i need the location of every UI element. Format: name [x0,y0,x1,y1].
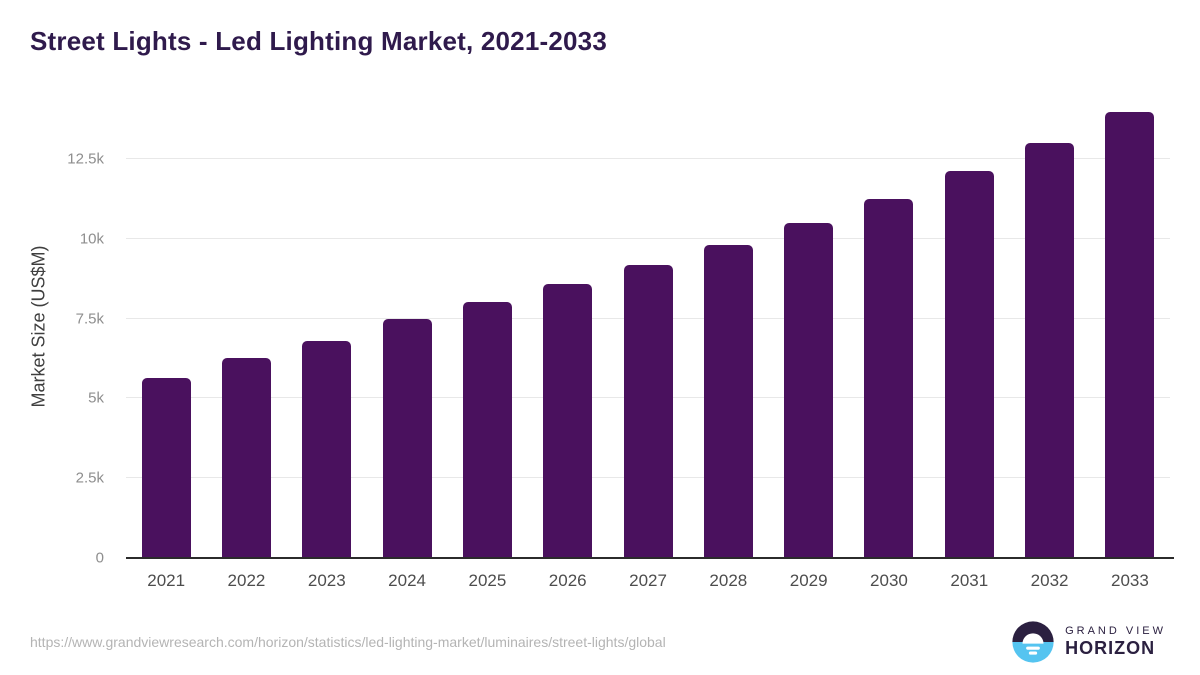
gridline-10k [126,237,1170,239]
gridline-12.5k [126,157,1170,159]
bar-2033[interactable] [1105,111,1155,558]
x-tick-2033: 2033 [1110,571,1149,590]
bar-slot-2030 [849,95,929,558]
bar-2031[interactable] [944,171,994,558]
x-tick-2023: 2023 [307,571,346,590]
x-tick-2024: 2024 [388,571,426,590]
bar-slot-2024 [367,95,447,558]
y-tick-7.5k: 7.5k [75,310,104,328]
bar-2032[interactable] [1025,142,1075,558]
footer: https://www.grandviewresearch.com/horizo… [30,616,1166,668]
y-tick-0: 0 [95,549,104,567]
x-tick-2026: 2026 [548,571,587,590]
bar-slot-2027 [608,95,688,558]
logo-mark-icon [1012,621,1054,663]
x-tick-2021: 2021 [147,571,186,590]
chart-title: Street Lights - Led Lighting Market, 202… [30,26,607,56]
bar-2022[interactable] [221,358,271,558]
logo-brand-line: GRAND VIEW [1065,624,1166,637]
logo-product-line: HORIZON [1065,637,1156,658]
bar-2025[interactable] [462,301,512,558]
bar-2023[interactable] [302,340,352,558]
bar-2029[interactable] [784,222,834,558]
y-axis-tick-labels: 0 2.5k 5k 7.5k 10k 12.5k [0,95,112,565]
bar-2021[interactable] [141,377,191,558]
logo-text: GRAND VIEW HORIZON [1065,625,1166,660]
x-tick-2032: 2032 [1030,571,1069,590]
bar-slot-2026 [528,95,608,558]
y-tick-2.5k: 2.5k [75,469,104,487]
x-tick-2022: 2022 [227,571,266,590]
source-url: https://www.grandviewresearch.com/horizo… [30,634,666,650]
y-tick-5k: 5k [88,389,104,407]
bar-slot-2022 [206,95,286,558]
x-axis-tick-labels: 2021 2022 2023 2024 2025 2026 2027 2028 2029 2030… [126,560,1170,596]
bar-2027[interactable] [623,264,673,558]
x-tick-2028: 2028 [709,571,748,590]
bar-slot-2033 [1090,95,1170,558]
bar-2030[interactable] [864,198,914,558]
bar-slot-2025 [447,95,527,558]
bar-slot-2032 [1009,95,1089,558]
x-tick-2031: 2031 [950,571,989,590]
x-axis-line [126,557,1174,559]
bar-2026[interactable] [543,283,593,558]
x-tick-2029: 2029 [789,571,828,590]
bar-slot-2023 [287,95,367,558]
bar-slot-2029 [769,95,849,558]
bar-slot-2028 [688,95,768,558]
x-tick-2030: 2030 [870,571,908,590]
bar-slot-2031 [929,95,1009,558]
x-tick-2027: 2027 [629,571,667,590]
y-tick-12.5k: 12.5k [67,150,104,168]
plot-area [126,95,1174,559]
grand-view-horizon-logo: GRAND VIEW HORIZON [1011,620,1166,664]
bar-2024[interactable] [382,319,432,558]
bar-slot-2021 [126,95,206,558]
bar-series [126,95,1170,558]
y-tick-10k: 10k [79,230,104,248]
x-tick-2025: 2025 [468,571,507,590]
bar-2028[interactable] [703,244,753,558]
